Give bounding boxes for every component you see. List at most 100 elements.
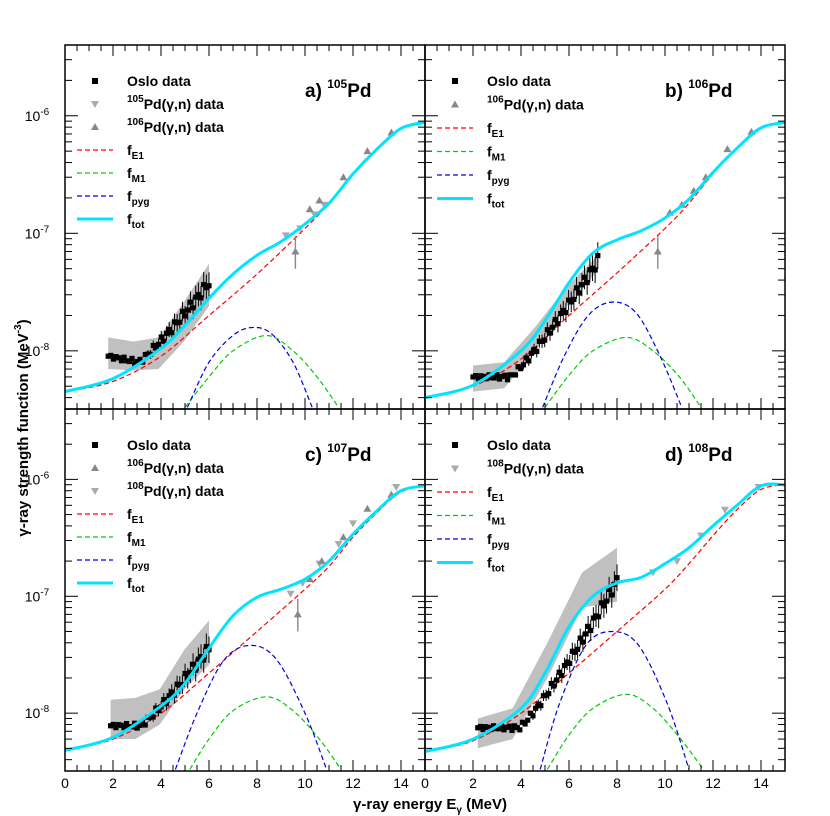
y-tick-base: 10	[25, 108, 41, 124]
oslo-data-point	[509, 727, 515, 733]
oslo-data-point	[488, 375, 495, 381]
oslo-data-point	[567, 660, 573, 666]
legend-label: fM1	[127, 165, 146, 185]
gn-data-point-up	[315, 196, 324, 204]
legend-item: fE1	[437, 484, 504, 504]
gn-data-point-up	[293, 610, 302, 618]
gn-data-point-down	[334, 540, 343, 548]
model-curve-f-m1	[544, 336, 702, 408]
oslo-data-point	[477, 723, 484, 730]
oslo-data-point	[530, 713, 536, 719]
legend-mass: 106	[127, 117, 144, 128]
gn-data-point-up	[653, 247, 662, 255]
nucleus-mass: 106	[688, 77, 708, 91]
gn-data-point-up	[363, 504, 372, 512]
oslo-data-point	[163, 701, 170, 707]
legend-swatch-oslo	[92, 442, 98, 448]
legend-text: Oslo data	[487, 437, 551, 453]
oslo-uncertainty-band	[108, 263, 209, 371]
legend-subscript: pyg	[492, 176, 510, 187]
gn-data-point-up	[363, 147, 372, 155]
oslo-data-point	[507, 372, 513, 378]
oslo-data-point	[558, 310, 564, 317]
model-curve-f-tot	[65, 484, 425, 752]
legend-text: f	[487, 167, 492, 183]
oslo-data-point	[473, 373, 479, 379]
oslo-data-point	[547, 330, 553, 336]
legend-text: Oslo data	[487, 73, 551, 89]
legend-swatch-gn-down	[91, 101, 99, 108]
oslo-data-point	[163, 330, 170, 336]
oslo-data-point	[580, 639, 586, 645]
legend-subscript: M1	[132, 174, 146, 185]
oslo-data-point	[552, 316, 558, 323]
legend-label: 108Pd(γ,n) data	[487, 459, 584, 477]
legend-subscript: E1	[492, 129, 505, 140]
y-axis-title-exponent: -3	[13, 324, 24, 333]
legend-text: f	[127, 575, 132, 591]
oslo-data-point	[475, 376, 481, 382]
oslo-data-point	[603, 598, 610, 604]
oslo-data-point	[546, 691, 552, 697]
oslo-data-point	[543, 692, 549, 698]
oslo-data-point	[596, 614, 602, 620]
legend-text: f	[127, 165, 132, 181]
oslo-data-point	[494, 371, 500, 378]
legend-text: f	[487, 484, 492, 500]
legend-swatch-oslo	[452, 78, 458, 84]
x-tick-label: 4	[157, 775, 165, 791]
oslo-data-point	[523, 355, 529, 361]
oslo-data-point	[155, 708, 162, 714]
oslo-data-point	[137, 356, 143, 362]
oslo-data-point	[519, 719, 526, 725]
legend-text: f	[487, 120, 492, 136]
oslo-data-point	[134, 358, 140, 365]
legend-text: f	[487, 531, 492, 547]
nucleus-symbol: Pd	[347, 445, 371, 466]
oslo-data-point	[139, 719, 146, 725]
x-tick-label: 4	[517, 775, 525, 791]
legend-subscript: E1	[492, 493, 505, 504]
oslo-data-point	[510, 372, 516, 378]
oslo-data-point	[522, 721, 528, 727]
legend-text: f	[487, 191, 492, 207]
oslo-data-point	[156, 341, 162, 348]
oslo-data-point	[187, 299, 194, 305]
legend-mass: 105	[127, 94, 144, 105]
oslo-data-point	[556, 669, 562, 675]
legend-label: fE1	[487, 484, 504, 504]
oslo-data-point	[517, 727, 523, 733]
oslo-data-point	[171, 319, 178, 325]
model-curve-f-pyg	[539, 630, 690, 770]
plot-area	[425, 482, 785, 770]
legend-subscript: pyg	[132, 197, 150, 208]
legend-subscript: tot	[132, 584, 145, 595]
oslo-data-point	[593, 613, 599, 619]
oslo-data-point	[589, 265, 596, 271]
nucleus-mass: 108	[688, 441, 708, 455]
model-curve-f-pyg	[174, 644, 328, 770]
oslo-data-point	[561, 662, 568, 669]
oslo-data-point	[193, 294, 199, 300]
oslo-data-point	[105, 353, 111, 359]
legend-item: ftot	[77, 211, 145, 231]
oslo-data-point	[150, 714, 156, 720]
x-tick-label: 8	[253, 775, 261, 791]
y-tick-label: 10-8	[25, 342, 50, 359]
oslo-data-point	[568, 299, 574, 305]
legend-item: fM1	[437, 508, 506, 528]
legend-text: Oslo data	[127, 437, 191, 453]
oslo-data-point	[121, 354, 127, 360]
oslo-data-point	[182, 313, 188, 319]
panel-letter: c)	[305, 445, 327, 466]
legend-label: ftot	[487, 191, 505, 211]
oslo-data-point	[592, 267, 598, 273]
oslo-data-point	[606, 586, 612, 592]
y-tick-label: 10-7	[25, 587, 50, 604]
legend-item: ftot	[77, 575, 145, 595]
legend-mass: 108	[127, 481, 144, 492]
legend-item: fpyg	[437, 167, 509, 187]
oslo-data-point	[542, 337, 548, 343]
oslo-data-point	[518, 366, 524, 372]
